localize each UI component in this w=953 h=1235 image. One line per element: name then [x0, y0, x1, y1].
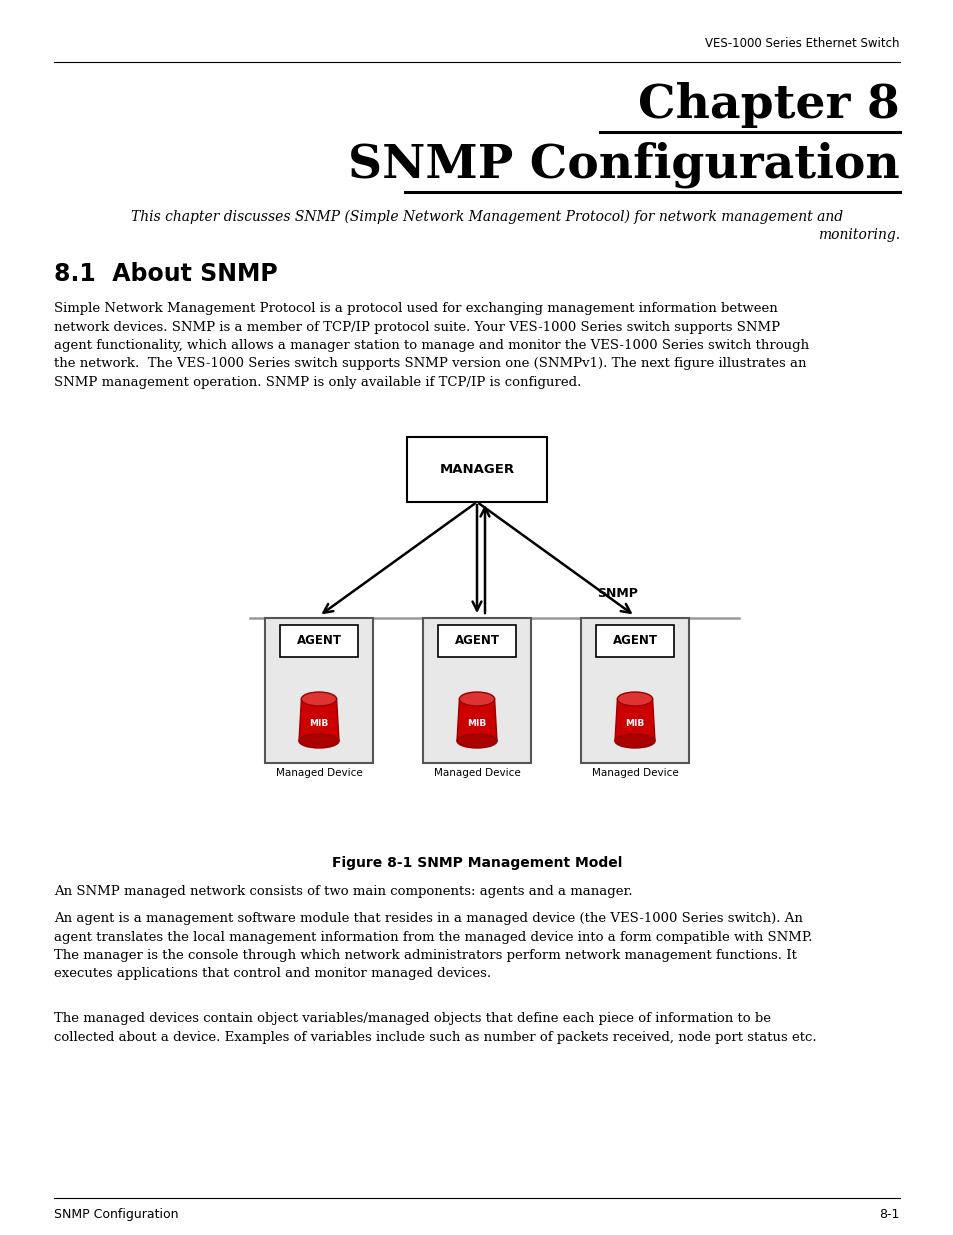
Bar — [407, 437, 546, 501]
Text: This chapter discusses SNMP (Simple Network Management Protocol) for network man: This chapter discusses SNMP (Simple Netw… — [131, 210, 842, 225]
Text: VES-1000 Series Ethernet Switch: VES-1000 Series Ethernet Switch — [705, 37, 899, 49]
Text: An SNMP managed network consists of two main components: agents and a manager.: An SNMP managed network consists of two … — [54, 885, 632, 898]
Text: monitoring.: monitoring. — [817, 228, 899, 242]
Text: MIB: MIB — [309, 719, 328, 727]
Text: Managed Device: Managed Device — [434, 768, 519, 778]
Ellipse shape — [459, 692, 494, 706]
Ellipse shape — [298, 734, 338, 748]
Polygon shape — [456, 699, 497, 741]
Ellipse shape — [301, 692, 336, 706]
Text: MIB: MIB — [467, 719, 486, 727]
Text: An agent is a management software module that resides in a managed device (the V: An agent is a management software module… — [54, 911, 812, 981]
Text: SNMP Configuration: SNMP Configuration — [54, 1208, 178, 1221]
Text: Chapter 8: Chapter 8 — [638, 82, 899, 128]
Text: MANAGER: MANAGER — [439, 463, 514, 475]
Polygon shape — [615, 699, 655, 741]
Text: Figure 8-1 SNMP Management Model: Figure 8-1 SNMP Management Model — [332, 856, 621, 869]
Bar — [422, 618, 531, 763]
Text: MIB: MIB — [625, 719, 644, 727]
Text: AGENT: AGENT — [454, 635, 499, 647]
Text: AGENT: AGENT — [296, 635, 341, 647]
Bar — [596, 625, 673, 657]
Text: SNMP: SNMP — [597, 587, 638, 600]
Ellipse shape — [456, 734, 497, 748]
Bar — [265, 618, 373, 763]
Polygon shape — [298, 699, 338, 741]
Text: 8.1  About SNMP: 8.1 About SNMP — [54, 262, 277, 287]
Bar — [280, 625, 357, 657]
Text: AGENT: AGENT — [612, 635, 657, 647]
Text: Managed Device: Managed Device — [275, 768, 362, 778]
Text: 8-1: 8-1 — [879, 1208, 899, 1221]
Ellipse shape — [615, 734, 655, 748]
Bar — [580, 618, 688, 763]
Ellipse shape — [617, 692, 652, 706]
Text: SNMP Configuration: SNMP Configuration — [348, 142, 899, 188]
Text: Simple Network Management Protocol is a protocol used for exchanging management : Simple Network Management Protocol is a … — [54, 303, 808, 389]
Bar — [437, 625, 516, 657]
Text: Managed Device: Managed Device — [591, 768, 678, 778]
Text: The managed devices contain object variables/managed objects that define each pi: The managed devices contain object varia… — [54, 1011, 816, 1044]
